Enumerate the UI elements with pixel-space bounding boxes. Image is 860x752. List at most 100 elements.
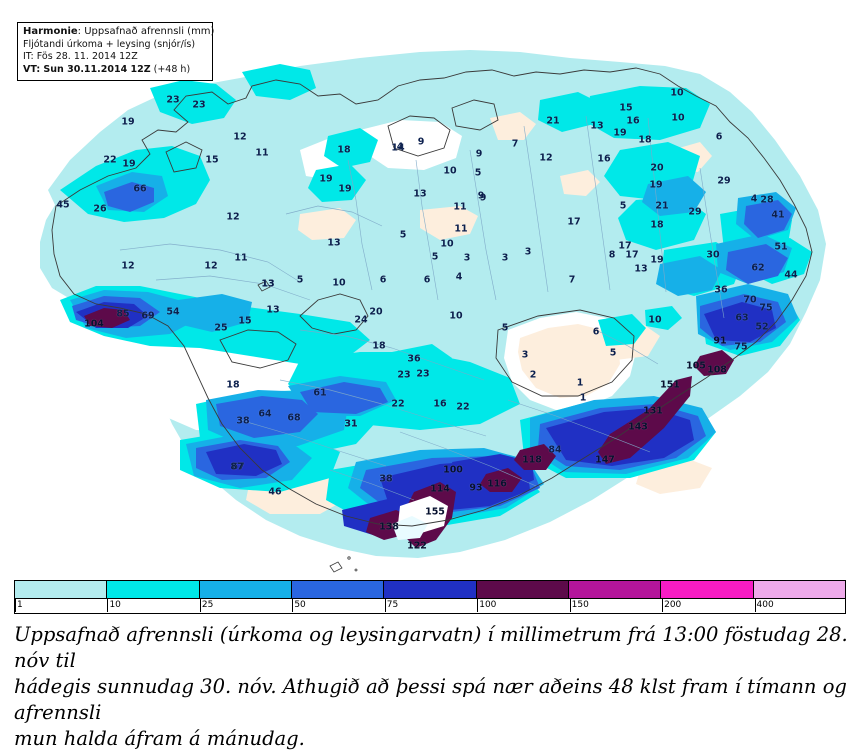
map-value-label: 13 (413, 188, 427, 200)
forecast-map: Harmonie: Uppsafnað afrennsli (mm) Fljót… (17, 22, 826, 573)
legend-tick-100: 100 (477, 599, 496, 612)
legend-tick-mark (569, 599, 571, 612)
map-value-label: 21 (655, 200, 669, 212)
map-value-label: 24 (354, 314, 368, 326)
map-value-label: 131 (643, 405, 663, 417)
map-value-label: 14 (391, 142, 405, 154)
legend-segment-2 (199, 581, 292, 598)
map-value-label: 122 (407, 540, 427, 552)
map-value-label: 155 (425, 506, 445, 518)
map-value-label: 6 (379, 274, 387, 286)
map-value-label: 5 (474, 167, 482, 179)
legend-tick-label: 10 (109, 600, 121, 610)
info-line-valid-time: VT: Sun 30.11.2014 12Z (+48 h) (23, 64, 207, 77)
map-value-label: 108 (707, 364, 727, 376)
map-value-label: 52 (755, 321, 769, 333)
colour-scale-legend: 1 10 25 50 75 100 150 200 400 (14, 580, 846, 614)
info-line-title: Harmonie: Uppsafnað afrennsli (mm) (23, 26, 214, 39)
catchment-lines (119, 115, 725, 501)
map-value-label: 23 (166, 94, 180, 106)
map-value-label: 10 (440, 238, 454, 250)
map-value-label: 13 (327, 237, 341, 249)
map-value-label: 6 (423, 274, 431, 286)
map-value-label: 9 (477, 190, 485, 202)
map-value-label: 12 (204, 260, 218, 272)
map-value-label: 15 (619, 102, 633, 114)
legend-tick-label: 150 (571, 600, 589, 610)
map-value-label: 19 (338, 183, 352, 195)
map-value-label: 44 (784, 269, 798, 281)
map-value-label: 10 (443, 165, 457, 177)
map-value-label: 69 (141, 310, 155, 322)
map-value-label: 19 (122, 158, 136, 170)
legend-colour-bar (14, 580, 846, 599)
map-value-label: 84 (548, 444, 562, 456)
iceland-runoff-map (40, 50, 826, 573)
map-value-label: 6 (592, 326, 600, 338)
legend-tick-1: 1 (15, 599, 23, 612)
map-value-label: 38 (379, 473, 393, 485)
map-value-label: 23 (192, 99, 206, 111)
map-value-label: 11 (255, 147, 269, 159)
model-name: Harmonie (23, 26, 78, 37)
map-value-label: 28 (760, 194, 774, 206)
offshore-islands (257, 280, 358, 573)
map-value-label: 41 (771, 209, 785, 221)
info-line-subtitle: Fljótandi úrkoma + leysing (snjór/ís) (23, 38, 196, 50)
legend-tick-150: 150 (569, 599, 589, 612)
map-value-label: 13 (266, 304, 280, 316)
map-value-label: 9 (417, 136, 425, 148)
map-value-label: 3 (463, 252, 471, 264)
map-value-label: 4 (455, 271, 463, 283)
map-value-label: 31 (344, 418, 358, 430)
caption-line-2: hádegis sunnudag 30. nóv. Athugið að þes… (14, 675, 847, 724)
caption-line-3: mun halda áfram á mánudag. (14, 727, 305, 750)
map-value-label: 3 (501, 252, 509, 264)
map-value-label: 13 (261, 278, 275, 290)
info-line-init-time: IT: Fös 28. 11. 2014 12Z (23, 51, 138, 62)
map-value-label: 13 (261, 278, 275, 290)
map-value-label: 11 (453, 201, 467, 213)
map-value-label: 16 (433, 398, 447, 410)
map-value-label: 38 (379, 473, 393, 485)
legend-tick-label: 400 (756, 600, 774, 610)
map-value-label: 20 (369, 306, 383, 318)
legend-segment-1 (107, 581, 200, 598)
map-value-label: 9 (479, 192, 487, 204)
legend-tick-200: 200 (662, 599, 681, 612)
valid-time-suffix: (+48 h) (150, 63, 191, 75)
map-value-label: 10 (332, 277, 346, 289)
map-value-label: 5 (609, 347, 617, 359)
map-value-label: 19 (121, 116, 135, 128)
map-value-label: 66 (133, 183, 147, 195)
map-value-label: 10 (670, 87, 684, 99)
map-value-label: 93 (469, 482, 483, 494)
caption-line-1: Uppsafnað afrennsli (úrkoma og leysingar… (14, 623, 848, 672)
info-title-rest: : Uppsafnað afrennsli (mm) (77, 26, 215, 37)
map-value-label: 64 (258, 408, 272, 420)
map-value-label: 36 (407, 353, 421, 365)
legend-tick-mark (662, 599, 664, 612)
forecast-info-box: Harmonie: Uppsafnað afrennsli (mm) Fljót… (17, 22, 214, 81)
map-value-label: 5 (431, 251, 439, 263)
map-value-label: 143 (628, 421, 648, 433)
map-value-label: 29 (688, 206, 702, 218)
map-value-label: 2 (529, 369, 537, 381)
map-value-label: 46 (268, 486, 282, 498)
map-value-label: 7 (568, 274, 576, 286)
map-value-label: 15 (205, 154, 219, 166)
map-value-label: 6 (715, 131, 723, 143)
legend-tick-mark (15, 599, 16, 612)
map-value-label: 19 (613, 127, 627, 139)
map-value-label: 4 (750, 193, 758, 205)
map-value-label: 12 (121, 260, 135, 272)
map-value-label: 30 (706, 249, 720, 261)
map-value-label: 62 (751, 262, 765, 274)
legend-segment-0 (15, 581, 108, 598)
map-value-label: 114 (430, 483, 450, 495)
valid-time-text: VT: Sun 30.11.2014 12Z (23, 63, 151, 75)
map-value-label: 19 (319, 173, 333, 185)
map-value-label: 10 (671, 112, 685, 124)
map-value-label: 11 (234, 252, 248, 264)
map-value-label: 9 (475, 148, 483, 160)
